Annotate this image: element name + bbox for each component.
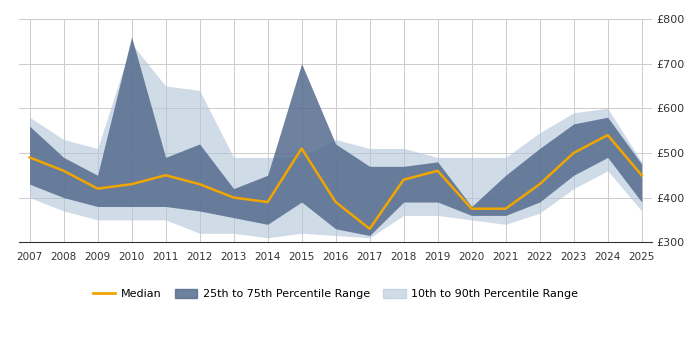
Median [536, 182, 544, 186]
Median [501, 206, 510, 211]
Median [638, 173, 646, 177]
Median [127, 182, 136, 186]
Median [263, 200, 272, 204]
Median [468, 206, 476, 211]
Line: Median: Median [29, 135, 642, 229]
Median [298, 146, 306, 150]
Median [195, 182, 204, 186]
Median [162, 173, 170, 177]
Legend: Median, 25th to 75th Percentile Range, 10th to 90th Percentile Range: Median, 25th to 75th Percentile Range, 1… [89, 284, 582, 303]
Median [400, 177, 408, 182]
Median [331, 200, 340, 204]
Median [433, 169, 442, 173]
Median [570, 151, 578, 155]
Median [93, 187, 102, 191]
Median [60, 169, 68, 173]
Median [230, 195, 238, 199]
Median [25, 155, 34, 160]
Median [603, 133, 612, 137]
Median [365, 227, 374, 231]
